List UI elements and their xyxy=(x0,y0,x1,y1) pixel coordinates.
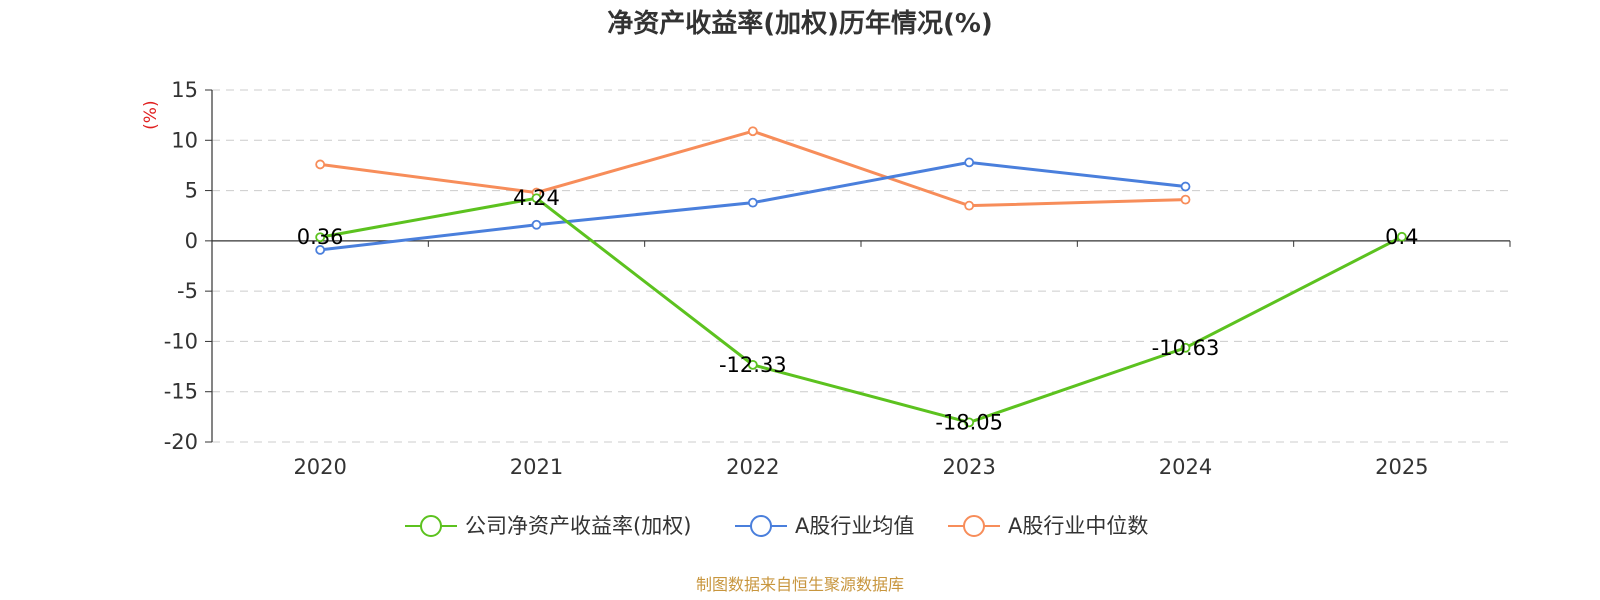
legend-label: 公司净资产收益率(加权) xyxy=(465,514,691,538)
data-label: 0.4 xyxy=(1385,225,1418,249)
data-label: -12.33 xyxy=(719,353,787,377)
data-labels: 0.36 4.24 -12.33 -18.05 -10.63 0.4 xyxy=(297,186,1419,434)
legend-item-1[interactable]: A股行业均值 xyxy=(735,514,914,538)
y-tick-label: 0 xyxy=(185,229,198,253)
data-point[interactable] xyxy=(1180,342,1191,353)
y-tick-label: -15 xyxy=(164,380,198,404)
data-point[interactable] xyxy=(964,417,975,428)
x-tick-label: 2020 xyxy=(293,455,346,479)
data-point[interactable] xyxy=(531,193,542,204)
data-point[interactable] xyxy=(964,157,975,168)
x-tick-label: 2024 xyxy=(1159,455,1212,479)
data-point[interactable] xyxy=(964,200,975,211)
grid-lines xyxy=(212,89,1510,443)
data-point[interactable] xyxy=(315,159,326,170)
chart-title: 净资产收益率(加权)历年情况(%) xyxy=(607,8,993,39)
series-lines xyxy=(319,129,1403,424)
data-point[interactable] xyxy=(1180,181,1191,192)
x-tick-label: 2025 xyxy=(1375,455,1428,479)
x-tick-label: 2022 xyxy=(726,455,779,479)
data-point[interactable] xyxy=(1180,194,1191,205)
data-point[interactable] xyxy=(1396,231,1407,242)
legend-item-2[interactable]: A股行业中位数 xyxy=(948,514,1148,538)
y-tick-label: 10 xyxy=(171,128,198,152)
legend-item-0[interactable]: 公司净资产收益率(加权) xyxy=(405,514,691,538)
y-axis-label: (%) xyxy=(141,100,161,129)
axes: 15 10 5 0 -5 -10 -15 -20 2020 2021 2022 2023 2024 202… xyxy=(164,78,1511,479)
legend-marker-icon xyxy=(750,515,772,537)
legend[interactable]: 公司净资产收益率(加权) A股行业均值 A股行业中位数 xyxy=(405,514,1148,538)
data-label: -18.05 xyxy=(935,410,1003,434)
legend-marker-icon xyxy=(963,515,985,537)
y-tick-label: -5 xyxy=(177,279,198,303)
legend-label: A股行业中位数 xyxy=(1008,514,1148,538)
data-point[interactable] xyxy=(747,126,758,137)
x-tick-label: 2021 xyxy=(510,455,563,479)
data-point[interactable] xyxy=(531,219,542,230)
series-line-0 xyxy=(319,196,1403,424)
source-note: 制图数据来自恒生聚源数据库 xyxy=(696,575,904,594)
series-line-2 xyxy=(319,129,1186,208)
data-point[interactable] xyxy=(315,245,326,255)
data-label: 4.24 xyxy=(513,186,560,210)
data-point[interactable] xyxy=(315,232,326,243)
y-tick-label: -10 xyxy=(164,329,198,353)
y-tick-label: 15 xyxy=(171,78,198,102)
data-point[interactable] xyxy=(747,197,758,208)
series-points xyxy=(315,126,1407,428)
x-tick-label: 2023 xyxy=(942,455,995,479)
legend-marker-icon xyxy=(420,515,442,537)
data-label: 0.36 xyxy=(297,225,344,249)
y-tick-label: -20 xyxy=(164,430,198,454)
legend-label: A股行业均值 xyxy=(795,514,914,538)
data-label: -10.63 xyxy=(1152,336,1220,360)
data-point[interactable] xyxy=(747,359,758,370)
y-tick-label: 5 xyxy=(185,179,198,203)
